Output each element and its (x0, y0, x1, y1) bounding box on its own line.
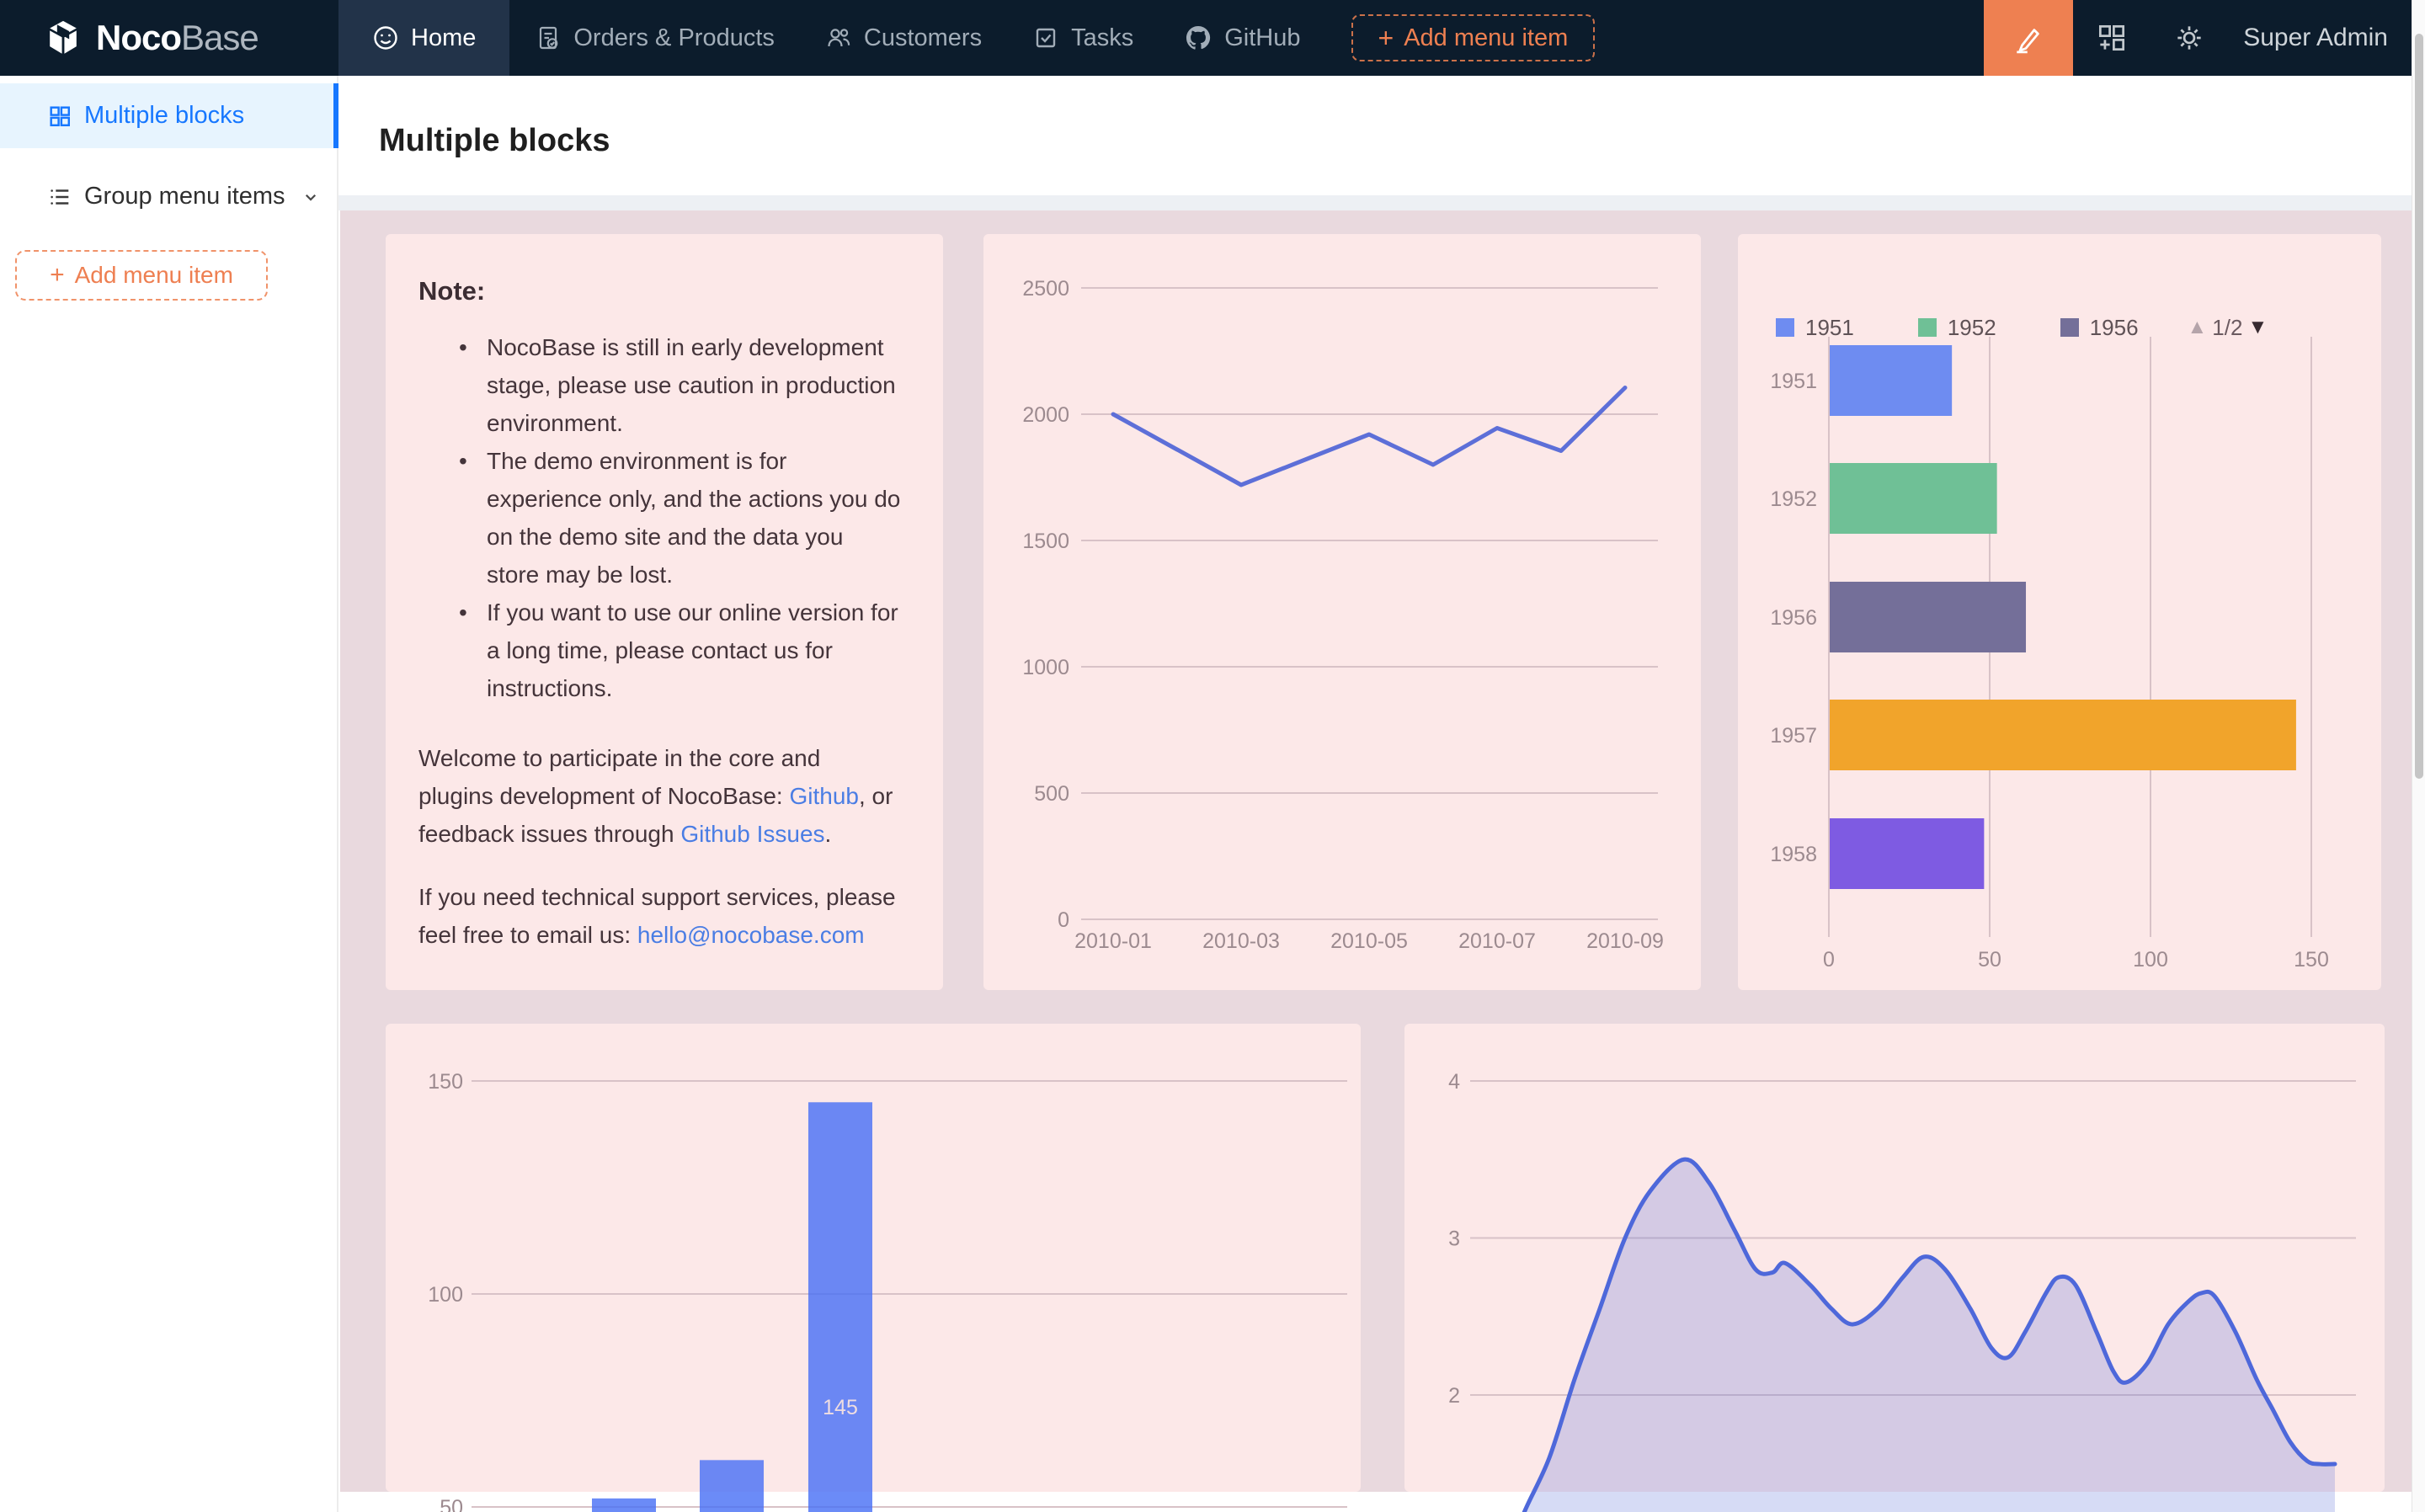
ui-editor-button[interactable] (1984, 0, 2073, 76)
svg-text:2010-07: 2010-07 (1458, 929, 1536, 953)
nav-item-home[interactable]: Home (338, 0, 509, 76)
file-done-icon (535, 24, 562, 51)
svg-text:1958: 1958 (1770, 843, 1817, 866)
smile-icon (372, 24, 399, 51)
appstore-icon (47, 104, 72, 129)
chevron-down-icon (301, 187, 321, 207)
line-chart-block: 2500 2000 1500 1000 500 02010-01 2010-03 2010-0… (983, 234, 1701, 990)
svg-text:2010-03: 2010-03 (1202, 929, 1280, 953)
appstore-add-icon (2096, 22, 2128, 54)
note-paragraph: If you need technical support services, … (418, 878, 913, 954)
plugin-manager-button[interactable] (2073, 0, 2151, 76)
plus-icon: + (1378, 24, 1394, 51)
horizontal-bar-chart-block: 195119521956▲1/2▼ 0501001501951195219561… (1738, 234, 2381, 990)
window-scrollbar (2412, 0, 2425, 1512)
sidebar-item-multiple-blocks[interactable]: Multiple blocks (0, 83, 338, 148)
gear-icon (2173, 22, 2205, 54)
page-title: Multiple blocks (379, 123, 610, 159)
note-bullet: NocoBase is still in early developmentst… (487, 328, 913, 442)
highlighter-icon (2012, 21, 2045, 55)
plus-icon: + (50, 263, 65, 288)
note-bullet: If you want to use our online version fo… (487, 594, 913, 707)
barh-chart: 0 50 100 150 1951 1952 1956 1957 1958 (1738, 234, 2381, 990)
note-link[interactable]: hello@nocobase.com (637, 922, 865, 948)
svg-text:2: 2 (1448, 1384, 1460, 1408)
svg-text:2010-05: 2010-05 (1330, 929, 1408, 953)
sidebar-add-menu-item-button[interactable]: + Add menu item (15, 250, 268, 301)
content-top-strip (338, 195, 2413, 210)
note-list: NocoBase is still in early developmentst… (418, 328, 913, 707)
line-chart: 2500 2000 1500 1000 500 02010-01 2010-03 2010-0… (983, 234, 1701, 990)
logo[interactable]: NocoBase (0, 0, 338, 76)
note-block: Note: NocoBase is still in early develop… (386, 234, 943, 990)
navbar: NocoBase Home Orders & Products (0, 0, 2425, 76)
svg-text:1500: 1500 (1022, 530, 1069, 553)
check-square-icon (1032, 24, 1059, 51)
svg-text:1000: 1000 (1022, 656, 1069, 679)
app-window: NocoBase Home Orders & Products (0, 0, 2425, 1512)
svg-text:2000: 2000 (1022, 403, 1069, 427)
page-block-area: Note: NocoBase is still in early develop… (340, 210, 2413, 1492)
svg-text:1956: 1956 (1770, 606, 1817, 630)
svg-text:100: 100 (2133, 948, 2168, 972)
svg-text:100: 100 (428, 1283, 463, 1307)
sidebar-item-group-menu-items[interactable]: Group menu items (0, 164, 338, 229)
svg-text:2500: 2500 (1022, 277, 1069, 301)
svg-text:2010-01: 2010-01 (1074, 929, 1152, 953)
svg-text:150: 150 (2294, 948, 2329, 972)
user-menu[interactable]: Super Admin (2228, 0, 2425, 76)
area-chart-block: 4 3 2 (1404, 1024, 2385, 1492)
nocobase-logo-icon (44, 19, 83, 57)
settings-button[interactable] (2151, 0, 2228, 76)
note-link[interactable]: Github (790, 783, 860, 809)
team-icon (825, 24, 852, 51)
area-chart: 4 3 2 (1404, 1024, 2385, 1512)
note-link[interactable]: Github Issues (680, 821, 824, 847)
nav-item-orders-products[interactable]: Orders & Products (509, 0, 800, 76)
column-chart: 150 100 50 145 (386, 1024, 1361, 1512)
svg-text:0: 0 (1823, 948, 1835, 972)
logo-text-light: Base (181, 18, 258, 58)
note-heading: Note: (418, 276, 913, 306)
nav-item-tasks[interactable]: Tasks (1007, 0, 1159, 76)
scrollbar-thumb[interactable] (2415, 34, 2423, 779)
note-paragraph: Welcome to participate in the core andpl… (418, 739, 913, 853)
logo-text-bold: Noco (96, 18, 181, 58)
svg-text:3: 3 (1448, 1227, 1460, 1251)
nav-item-github[interactable]: GitHub (1159, 0, 1325, 76)
column-chart-block: 15010050145 (386, 1024, 1361, 1492)
navbar-right: Super Admin (1984, 0, 2425, 76)
svg-text:1951: 1951 (1770, 370, 1817, 393)
svg-text:2010-09: 2010-09 (1586, 929, 1664, 953)
svg-text:50: 50 (1978, 948, 2001, 972)
svg-text:150: 150 (428, 1070, 463, 1094)
nav-item-customers[interactable]: Customers (800, 0, 1007, 76)
nav-add-menu-item-button[interactable]: + Add menu item (1351, 14, 1596, 61)
sidebar: Multiple blocks Group menu items + Add m… (0, 76, 338, 1512)
svg-text:0: 0 (1058, 908, 1069, 932)
svg-text:1957: 1957 (1770, 724, 1817, 748)
note-body: Note: NocoBase is still in early develop… (386, 234, 943, 954)
svg-text:145: 145 (823, 1396, 858, 1419)
svg-text:1952: 1952 (1770, 487, 1817, 511)
github-icon (1184, 24, 1212, 52)
svg-text:500: 500 (1034, 782, 1069, 806)
note-bullet: The demo environment is forexperience on… (487, 442, 913, 594)
unordered-list-icon (47, 184, 72, 210)
svg-text:50: 50 (440, 1496, 463, 1512)
svg-text:4: 4 (1448, 1070, 1460, 1094)
